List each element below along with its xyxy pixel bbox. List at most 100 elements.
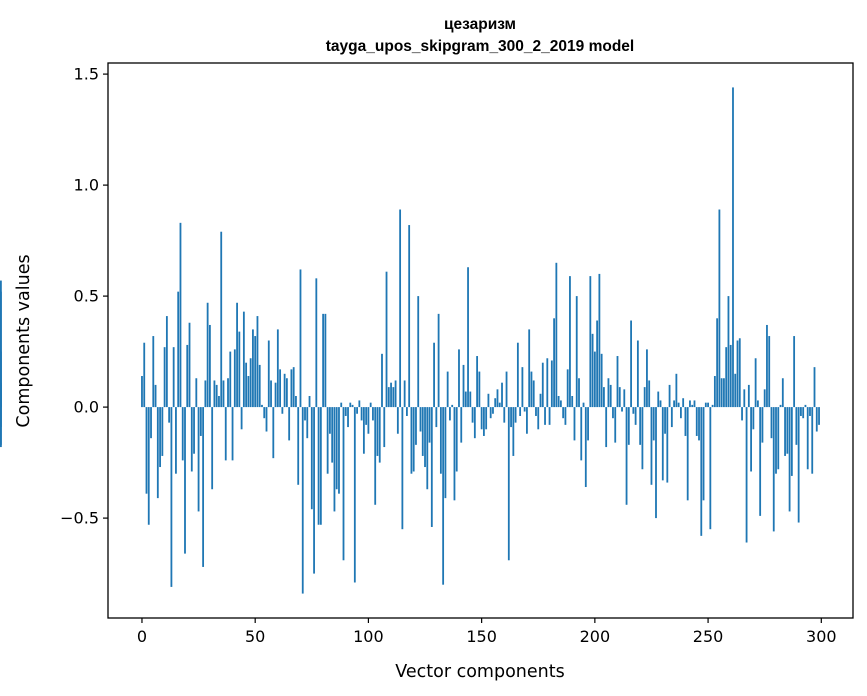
bar-187 [564,407,567,425]
bar-96 [358,400,361,408]
x-tick-label: 100 [353,627,384,646]
bar-192 [575,296,578,408]
bar-154 [489,407,492,419]
bar-undefined [0,291,2,408]
bar-127 [428,407,431,443]
bar-87 [338,407,340,494]
bar-103 [374,407,377,505]
bar-227 [655,407,657,519]
bar-277 [768,336,771,408]
bar-128 [430,407,433,527]
bar-92 [349,402,352,408]
bar-76 [313,407,315,574]
bar-213 [623,389,626,408]
y-tick-label: 0.5 [74,287,99,306]
bar-50 [254,336,257,408]
bar-282 [779,404,782,408]
bar-66 [290,369,293,408]
bar-166 [516,342,519,408]
bar-296 [811,407,814,474]
bar-0 [141,376,143,408]
bar-8 [159,407,161,468]
bar-93 [351,404,354,408]
bar-116 [403,380,406,408]
bar-141 [460,407,463,443]
bar-279 [772,407,775,532]
bar-105 [378,407,381,463]
bar-6 [154,384,157,408]
bar-10 [163,347,166,408]
bar-9 [161,407,164,456]
bar-226 [652,407,655,441]
bar-98 [362,407,365,454]
bar-132 [439,407,442,474]
bar-122 [417,296,420,408]
bar-198 [589,276,592,408]
bar-233 [668,384,671,408]
bar-258 [725,347,728,408]
bar-218 [634,407,637,425]
bar-178 [544,407,546,425]
bar-186 [562,407,565,419]
bar-64 [285,378,288,408]
bar-292 [802,407,805,419]
bar-193 [578,378,580,408]
x-tick-label: 300 [806,627,837,646]
bar-47 [247,376,250,408]
bar-183 [555,262,558,408]
bar-185 [559,400,562,408]
bar-241 [686,407,689,501]
bar-265 [741,407,743,421]
bar-197 [587,407,589,441]
bar-56 [267,340,270,408]
bar-61 [279,369,281,408]
bar-54 [263,407,266,419]
bar-260 [729,344,732,408]
bar-262 [734,373,737,408]
bar-156 [494,398,497,408]
bar-240 [684,407,687,436]
bar-13 [170,407,173,587]
bar-229 [659,400,662,408]
bar-170 [526,407,528,434]
bar-169 [523,407,526,412]
bar-236 [675,373,678,408]
bar-119 [410,407,413,474]
bar-254 [716,318,719,408]
bar-135 [446,371,449,408]
bar-234 [670,407,673,428]
bar-100 [367,407,370,434]
bar-131 [437,313,440,408]
bar-106 [381,353,383,408]
bar-209 [614,407,617,443]
y-tick-label: −0.5 [60,509,99,528]
bar-97 [360,407,363,421]
bar-28 [204,380,207,408]
bar-40 [231,407,234,461]
bar-250 [707,402,709,408]
bar-126 [426,407,429,490]
bar-201 [596,320,599,408]
bar-31 [211,407,214,490]
bar-17 [179,222,182,408]
bar-266 [743,389,746,408]
bar-51 [256,316,259,408]
bar-180 [548,407,551,425]
x-tick-label: 0 [137,627,147,646]
bar-107 [383,407,386,448]
bar-22 [190,407,193,472]
bar-57 [270,380,272,408]
bar-46 [245,362,248,408]
bar-155 [492,407,494,414]
bar-281 [777,407,780,470]
bar-256 [720,378,723,408]
x-tick-label: 200 [580,627,611,646]
bar-91 [347,407,349,428]
bar-196 [584,407,587,488]
bar-79 [319,407,322,525]
bar-246 [698,407,700,441]
chart-subtitle: tayga_upos_skipgram_300_2_2019 model [326,38,634,55]
bar-271 [754,358,757,408]
bar-117 [406,407,408,416]
bar-16 [177,291,180,408]
